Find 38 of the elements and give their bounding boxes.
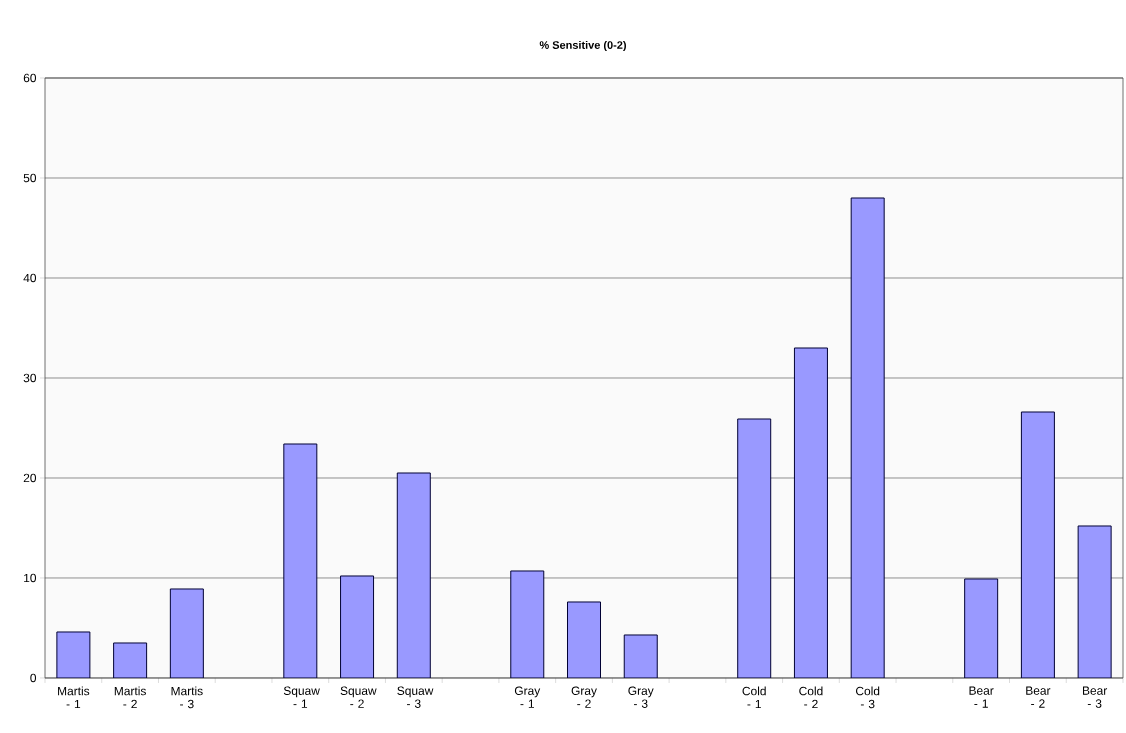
- bar: [1077, 525, 1112, 678]
- bar: [396, 472, 431, 678]
- y-tick-label: 50: [23, 173, 37, 183]
- bar: [169, 588, 204, 678]
- x-tick-label: Gray - 1: [514, 686, 541, 708]
- y-tick-label: 30: [23, 373, 37, 383]
- x-tick-label: Cold - 2: [799, 686, 823, 709]
- bar: [567, 601, 601, 678]
- bar: [340, 575, 375, 678]
- y-tick-label: 40: [23, 273, 37, 283]
- bar: [283, 443, 318, 678]
- x-tick-label: Martis - 2: [114, 686, 146, 709]
- y-tick-label: 10: [24, 573, 37, 583]
- bar: [113, 642, 148, 678]
- x-tick-label: Squaw - 2: [340, 686, 377, 708]
- bar: [964, 578, 999, 678]
- x-tick-label: Squaw - 3: [397, 686, 434, 708]
- x-tick-label: Bear - 2: [1026, 686, 1051, 708]
- bar: [737, 418, 772, 678]
- x-tick-label: Squaw - 1: [283, 686, 320, 708]
- y-tick-label: 60: [23, 73, 37, 83]
- x-tick-label: Gray - 3: [628, 686, 654, 708]
- bar: [1020, 411, 1055, 678]
- bar: [510, 570, 545, 678]
- x-tick-label: Bear - 3: [1082, 686, 1108, 708]
- x-tick-label: Martis - 1: [58, 686, 90, 709]
- bar: [623, 634, 658, 678]
- x-tick-label: Bear - 1: [969, 686, 994, 708]
- bar: [56, 631, 91, 678]
- y-tick-label: 20: [23, 473, 37, 483]
- x-tick-label: Cold - 1: [742, 686, 766, 709]
- bar: [793, 347, 828, 678]
- x-tick-label: Gray - 2: [571, 686, 597, 708]
- y-tick-label: 0: [30, 673, 37, 683]
- x-tick-label: Cold - 3: [856, 686, 880, 709]
- bar: [850, 197, 885, 678]
- x-tick-label: Martis - 3: [171, 686, 203, 709]
- chart-title: % Sensitive (0-2): [539, 40, 626, 52]
